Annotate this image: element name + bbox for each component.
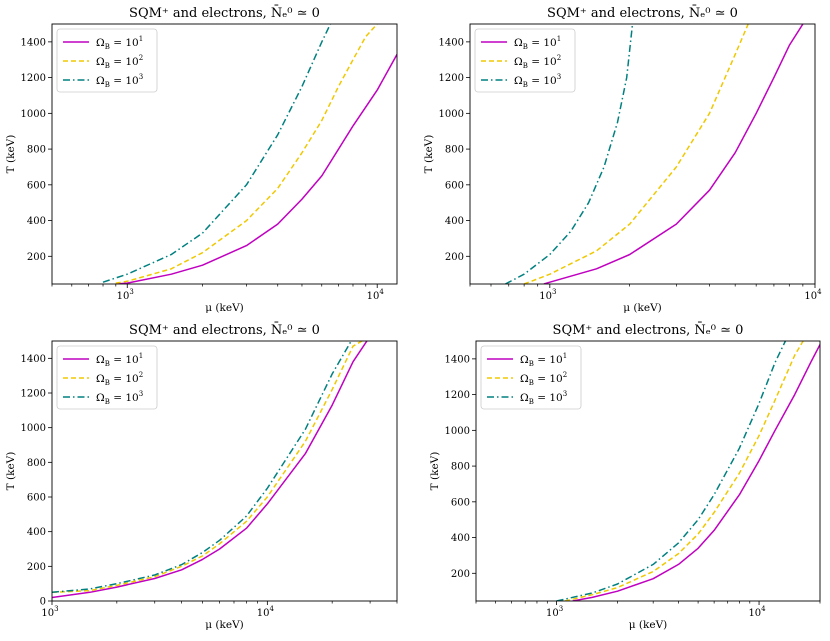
- y-tick-label: 400: [27, 216, 46, 227]
- legend-label: ΩB = 101: [520, 352, 567, 368]
- x-tick-label: 103: [117, 288, 134, 302]
- y-tick-label: 600: [27, 493, 46, 504]
- legend-label: ΩB = 102: [96, 371, 143, 387]
- series-line-3: [102, 24, 332, 283]
- x-tick-label: 104: [257, 605, 275, 619]
- y-tick-label: 200: [445, 252, 464, 263]
- x-axis-label: μ (keV): [623, 302, 662, 314]
- x-tick-label: 103: [546, 605, 563, 619]
- y-tick-label: 1400: [21, 354, 46, 365]
- y-tick-label: 1400: [21, 37, 46, 48]
- chart-panel-4: SQM⁺ and electrons, N̄ₑ⁰ ≃ 0 103 104 200 400…: [429, 322, 821, 631]
- series-line-2: [115, 24, 378, 284]
- x-axis-label: μ (keV): [205, 302, 244, 314]
- series-line-3: [556, 341, 787, 601]
- y-tick-label: 200: [27, 562, 46, 573]
- legend-label: ΩB = 101: [96, 352, 143, 368]
- legend-label: ΩB = 103: [96, 390, 143, 406]
- y-tick-label: 1000: [439, 109, 464, 120]
- y-tick-label: 200: [27, 252, 46, 263]
- series-line-1: [572, 344, 820, 601]
- y-tick-label: 1200: [21, 73, 46, 84]
- axes-frame: [469, 23, 816, 285]
- chart-panel-2: SQM⁺ and electrons, N̄ₑ⁰ ≃ 0 103 104 200 400…: [423, 5, 822, 314]
- y-tick-label: 1000: [445, 426, 470, 437]
- legend-label: ΩB = 103: [96, 73, 143, 89]
- legend-label: ΩB = 103: [520, 390, 567, 406]
- y-tick-label: 600: [451, 497, 470, 508]
- x-tick-label: 104: [804, 288, 822, 302]
- series-line-1: [543, 24, 804, 284]
- y-axis-label: T (keV): [5, 452, 17, 491]
- x-axis-label: μ (keV): [629, 619, 668, 631]
- series-line-2: [564, 341, 804, 601]
- y-axis-label: T (keV): [5, 135, 17, 174]
- legend-box: [56, 345, 158, 410]
- y-tick-label: 800: [27, 145, 46, 156]
- y-tick-label: 200: [451, 569, 470, 580]
- chart-title: SQM⁺ and electrons, N̄ₑ⁰ ≃ 0: [129, 5, 320, 21]
- chart-panel-1: SQM⁺ and electrons, N̄ₑ⁰ ≃ 0 103 104 200 400…: [5, 5, 398, 314]
- y-axis-label: T (keV): [429, 452, 441, 491]
- x-tick-label: 104: [367, 288, 385, 302]
- chart-title: SQM⁺ and electrons, N̄ₑ⁰ ≃ 0: [553, 322, 744, 338]
- legend-box: [480, 345, 582, 410]
- series-line-2: [523, 24, 749, 284]
- legend: ΩB = 101 ΩB = 102 ΩB = 103: [474, 28, 576, 93]
- series-line-2: [52, 341, 363, 594]
- y-tick-label: 1400: [439, 37, 464, 48]
- legend: ΩB = 101 ΩB = 102 ΩB = 103: [56, 345, 158, 410]
- legend-label: ΩB = 102: [514, 54, 561, 70]
- y-tick-label: 400: [445, 216, 464, 227]
- series-line-3: [52, 341, 352, 594]
- axes-frame: [475, 340, 821, 602]
- x-tick-label: 103: [539, 288, 556, 302]
- y-tick-label: 600: [27, 180, 46, 191]
- legend-box: [474, 28, 576, 93]
- y-tick-label: 800: [27, 458, 46, 469]
- legend-label: ΩB = 101: [96, 35, 143, 51]
- y-tick-label: 1200: [439, 73, 464, 84]
- y-axis-label: T (keV): [423, 135, 435, 174]
- y-tick-label: 1400: [445, 354, 470, 365]
- x-axis-label: μ (keV): [205, 619, 244, 631]
- y-tick-label: 400: [27, 527, 46, 538]
- x-tick-label: 103: [41, 605, 58, 619]
- chart-title: SQM⁺ and electrons, N̄ₑ⁰ ≃ 0: [129, 322, 320, 338]
- legend-label: ΩB = 101: [514, 35, 561, 51]
- axes-frame: [51, 340, 398, 602]
- legend-label: ΩB = 102: [520, 371, 567, 387]
- series-line-1: [115, 54, 397, 284]
- chart-panel-3: SQM⁺ and electrons, N̄ₑ⁰ ≃ 0 103 104 0 200 40…: [5, 322, 398, 631]
- y-tick-label: 600: [445, 180, 464, 191]
- y-tick-label: 800: [445, 145, 464, 156]
- y-tick-label: 400: [451, 533, 470, 544]
- y-tick-label: 1200: [445, 390, 470, 401]
- chart-title: SQM⁺ and electrons, N̄ₑ⁰ ≃ 0: [547, 5, 738, 21]
- legend-box: [56, 28, 158, 93]
- x-tick-label: 104: [748, 605, 766, 619]
- legend-label: ΩB = 102: [96, 54, 143, 70]
- series-line-3: [505, 24, 634, 284]
- y-tick-label: 1000: [21, 423, 46, 434]
- legend: ΩB = 101 ΩB = 102 ΩB = 103: [56, 28, 158, 93]
- axes-frame: [51, 23, 398, 285]
- series-line-1: [52, 341, 368, 599]
- y-tick-label: 800: [451, 462, 470, 473]
- y-tick-label: 0: [40, 597, 46, 608]
- legend-label: ΩB = 103: [514, 73, 561, 89]
- y-tick-label: 1000: [21, 109, 46, 120]
- y-tick-label: 1200: [21, 389, 46, 400]
- legend: ΩB = 101 ΩB = 102 ΩB = 103: [480, 345, 582, 410]
